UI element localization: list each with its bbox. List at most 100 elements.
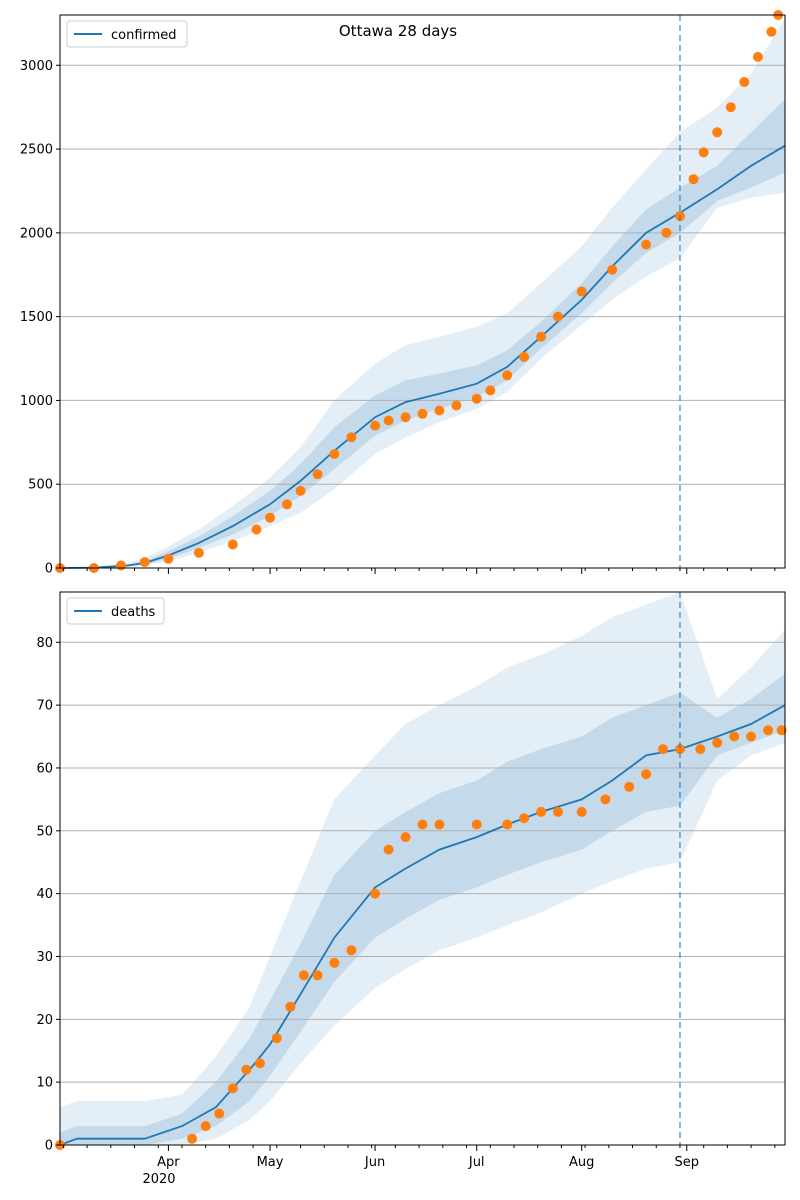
deaths-panel: 0 10 20 30 40 50 60 70 80 Apr May Jun Jul Aug Sep 202…: [36, 591, 787, 1187]
observed-point: [241, 1064, 252, 1075]
observed-point: [641, 239, 652, 250]
y-tick-label: 40: [36, 887, 53, 902]
y-tick-label: 2000: [20, 226, 53, 241]
observed-point: [329, 957, 340, 968]
x-tick-label: Apr: [157, 1155, 180, 1170]
observed-point: [752, 51, 763, 62]
observed-point: [746, 731, 757, 742]
observed-point: [254, 1058, 265, 1069]
observed-point: [712, 737, 723, 748]
confirmed-model-line: [59, 144, 786, 569]
x-tick-label: Jul: [468, 1155, 485, 1170]
y-tick-label: 1500: [20, 310, 53, 325]
observed-point: [451, 400, 462, 411]
observed-point: [383, 844, 394, 855]
confirmed-plot-frame: [59, 14, 786, 569]
observed-point: [227, 539, 238, 550]
observed-point: [763, 725, 774, 736]
legend-label-confirmed: confirmed: [111, 28, 177, 43]
confirmed-observed-points: [55, 10, 784, 573]
band-outer: [60, 592, 785, 1145]
observed-point: [471, 393, 482, 404]
legend-box: [66, 20, 188, 48]
observed-point: [607, 264, 618, 275]
observed-point: [265, 512, 275, 523]
observed-point: [624, 781, 635, 792]
observed-point: [163, 553, 174, 564]
legend-label-deaths: deaths: [111, 605, 156, 620]
observed-point: [725, 102, 736, 113]
legend-box: [66, 597, 165, 625]
observed-point: [329, 449, 340, 459]
deaths-uncertainty-bands: [60, 592, 785, 1145]
confirmed-y-axis: 0 500 1000 1500 2000 2500 3000: [20, 59, 60, 577]
deaths-plot-frame: [59, 591, 786, 1146]
y-tick-label: 0: [45, 562, 53, 577]
confirmed-panel: 0 500 1000 1500 2000 2500 3000 confirmed Ottaw…: [20, 10, 786, 577]
observed-point: [553, 806, 563, 817]
observed-point: [383, 415, 394, 426]
observed-point: [576, 286, 587, 297]
observed-point: [471, 819, 482, 830]
observed-point: [536, 331, 547, 342]
observed-point: [712, 127, 723, 138]
y-tick-label: 80: [36, 636, 53, 651]
observed-point: [193, 547, 204, 558]
observed-point: [417, 408, 428, 419]
observed-point: [400, 412, 411, 423]
observed-point: [600, 794, 611, 805]
observed-point: [658, 744, 668, 755]
observed-point: [271, 1033, 282, 1044]
observed-point: [251, 524, 262, 535]
observed-point: [519, 351, 530, 362]
observed-point: [502, 370, 513, 381]
y-tick-label: 10: [36, 1076, 53, 1091]
observed-point: [116, 560, 126, 571]
confirmed-legend: confirmed: [66, 20, 188, 48]
observed-point: [434, 405, 445, 416]
chart-title: Ottawa 28 days: [339, 22, 457, 40]
observed-point: [400, 832, 411, 843]
observed-point: [695, 744, 706, 755]
observed-point: [139, 557, 150, 568]
deaths-observed-points: [55, 725, 787, 1150]
observed-point: [661, 227, 672, 238]
y-tick-label: 3000: [20, 59, 53, 74]
observed-point: [434, 819, 445, 830]
observed-point: [576, 806, 587, 817]
deaths-y-axis: 0 10 20 30 40 50 60 70 80: [36, 636, 60, 1154]
confirmed-x-ticks: [62, 568, 776, 574]
x-tick-label: Sep: [674, 1155, 699, 1170]
y-tick-label: 0: [45, 1139, 53, 1154]
observed-point: [739, 77, 750, 87]
observed-point: [675, 744, 685, 755]
observed-point: [200, 1121, 211, 1132]
observed-point: [641, 769, 652, 780]
y-tick-label: 2500: [20, 143, 53, 158]
observed-point: [312, 469, 323, 480]
x-axis-year-label: 2020: [142, 1172, 175, 1187]
observed-point: [214, 1108, 225, 1119]
observed-point: [187, 1133, 198, 1144]
observed-point: [370, 420, 381, 431]
x-tick-label: Jun: [364, 1155, 385, 1170]
y-tick-label: 70: [36, 699, 53, 714]
observed-point: [312, 970, 323, 981]
observed-point: [370, 888, 381, 899]
deaths-legend: deaths: [66, 597, 165, 625]
observed-point: [688, 174, 699, 185]
y-tick-label: 20: [36, 1013, 53, 1028]
observed-point: [282, 499, 292, 510]
observed-point: [519, 813, 530, 824]
observed-point: [227, 1083, 238, 1094]
observed-point: [553, 311, 563, 322]
band-inner: [60, 673, 785, 1145]
band-outer: [60, 18, 785, 568]
observed-point: [346, 432, 357, 443]
observed-point: [729, 731, 740, 742]
x-tick-label: Aug: [569, 1155, 594, 1170]
confirmed-gridlines: [60, 64, 785, 485]
confirmed-uncertainty-bands: [60, 18, 785, 569]
deaths-x-ticks: [62, 1145, 776, 1151]
